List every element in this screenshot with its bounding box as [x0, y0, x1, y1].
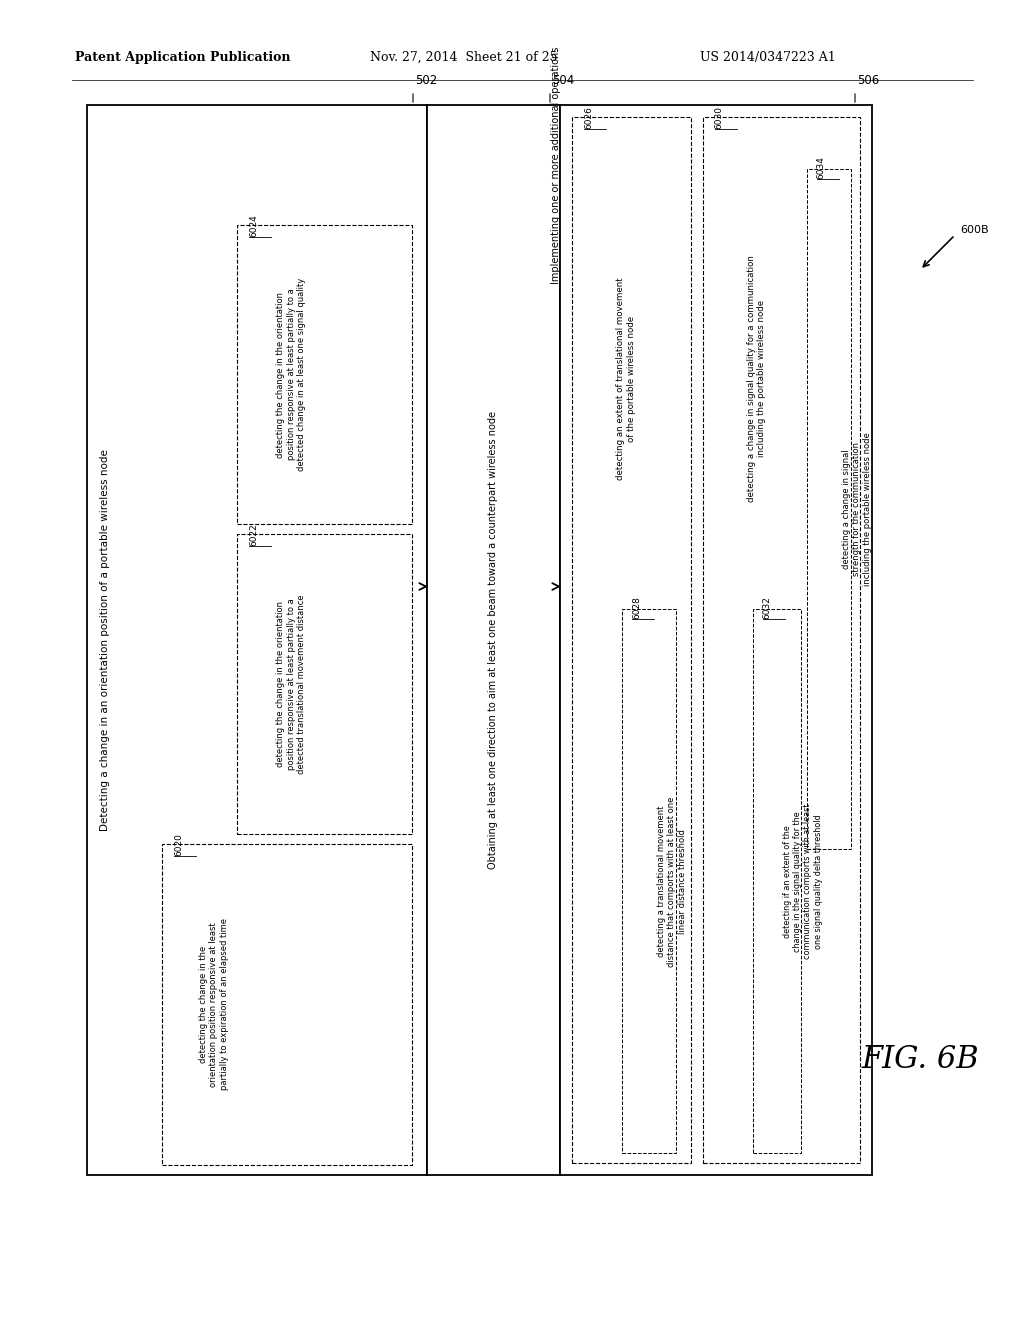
Text: Detecting a change in an orientation position of a portable wireless node: Detecting a change in an orientation pos… [100, 449, 110, 830]
Text: Patent Application Publication: Patent Application Publication [75, 50, 291, 63]
Text: detecting the change in the
orientation position responsive at least
partially t: detecting the change in the orientation … [199, 919, 229, 1090]
Text: 6028: 6028 [632, 597, 641, 619]
Text: detecting an extent of translational movement
of the portable wireless node: detecting an extent of translational mov… [616, 277, 636, 479]
Text: 6034: 6034 [817, 157, 825, 180]
Text: detecting the change in the orientation
position responsive at least partially t: detecting the change in the orientation … [276, 279, 306, 471]
Bar [87, 106, 427, 1175]
Bar [622, 610, 676, 1154]
Bar [237, 535, 412, 834]
Bar [560, 106, 872, 1175]
Bar [807, 169, 851, 849]
Text: detecting a translational movement
distance that comports with at least one
line: detecting a translational movement dista… [657, 796, 687, 966]
Text: 600B: 600B [961, 224, 988, 235]
Text: Implementing one or more additional operations: Implementing one or more additional oper… [551, 46, 561, 284]
Text: 506: 506 [857, 74, 880, 87]
Text: 6022: 6022 [249, 524, 258, 546]
Text: US 2014/0347223 A1: US 2014/0347223 A1 [700, 50, 836, 63]
Text: Nov. 27, 2014  Sheet 21 of 25: Nov. 27, 2014 Sheet 21 of 25 [370, 50, 557, 63]
Text: detecting the change in the orientation
position responsive at least partially t: detecting the change in the orientation … [276, 594, 306, 774]
Text: 6020: 6020 [174, 833, 183, 855]
Bar [572, 117, 690, 1163]
Text: detecting a change in signal
strength for the communication
including the portab: detecting a change in signal strength fo… [842, 433, 871, 586]
Bar [427, 106, 560, 1175]
Text: detecting if an extent of the
change in the signal quality for the
communication: detecting if an extent of the change in … [782, 804, 822, 960]
Text: 504: 504 [552, 74, 574, 87]
Bar [753, 610, 801, 1154]
Text: FIG. 6B: FIG. 6B [861, 1044, 979, 1076]
Bar [162, 843, 412, 1166]
Text: Obtaining at least one direction to aim at least one beam toward a counterpart w: Obtaining at least one direction to aim … [488, 411, 499, 869]
Text: 6032: 6032 [763, 597, 772, 619]
Text: 6024: 6024 [249, 214, 258, 236]
Text: 6030: 6030 [715, 106, 724, 129]
Bar [702, 117, 860, 1163]
Text: 6026: 6026 [584, 106, 593, 129]
Text: detecting a change in signal quality for a communication
including the portable : detecting a change in signal quality for… [746, 255, 766, 502]
Bar [237, 224, 412, 524]
Text: 502: 502 [415, 74, 437, 87]
